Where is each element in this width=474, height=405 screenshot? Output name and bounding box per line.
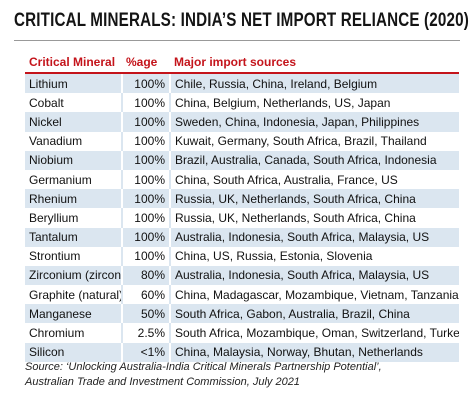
sources-cell: Russia, UK, Netherlands, South Africa, C…: [169, 189, 459, 209]
table-row: Manganese 50% South Africa, Gabon, Austral…: [25, 304, 459, 324]
sources-cell: Chile, Russia, China, Ireland, Belgium: [169, 73, 459, 94]
table: Critical Mineral %age Major import sourc…: [25, 52, 459, 362]
percentage-cell: 100%: [121, 112, 170, 132]
percentage-cell: 100%: [121, 169, 170, 190]
mineral-cell: Lithium: [25, 73, 122, 94]
percentage-cell: 100%: [121, 189, 170, 209]
mineral-cell: Silicon: [25, 342, 122, 362]
percentage-cell: 2.5%: [121, 323, 170, 343]
percentage-cell: 100%: [121, 150, 170, 170]
sources-cell: Australia, Indonesia, South Africa, Mala…: [169, 227, 459, 247]
table-row: Tantalum 100% Australia, Indonesia, South …: [25, 227, 459, 247]
sources-cell: China, Madagascar, Mozambique, Vietnam, …: [169, 285, 459, 305]
percentage-cell: 60%: [121, 285, 170, 305]
mineral-cell: Vanadium: [25, 131, 122, 151]
mineral-cell: Tantalum: [25, 227, 122, 247]
sources-cell: Russia, UK, Netherlands, South Africa, C…: [169, 208, 459, 228]
sources-cell: Kuwait, Germany, South Africa, Brazil, T…: [169, 131, 459, 151]
mineral-cell: Cobalt: [25, 93, 122, 113]
sources-cell: Brazil, Australia, Canada, South Africa,…: [169, 150, 459, 170]
table-row: Lithium 100% Chile, Russia, China, Ireland…: [25, 73, 459, 94]
mineral-cell: Niobium: [25, 150, 122, 170]
mineral-cell: Germanium: [25, 169, 122, 190]
percentage-cell: 80%: [121, 265, 170, 286]
mineral-cell: Graphite (natural): [25, 285, 122, 305]
sources-cell: South Africa, Gabon, Australia, Brazil, …: [169, 304, 459, 324]
table-row: Chromium 2.5% South Africa, Mozambique, Om…: [25, 323, 459, 343]
percentage-cell: 100%: [121, 131, 170, 151]
sources-cell: China, US, Russia, Estonia, Slovenia: [169, 246, 459, 266]
table-row: Niobium 100% Brazil, Australia, Canada, So…: [25, 150, 459, 170]
table-row: Strontium 100% China, US, Russia, Estonia,…: [25, 246, 459, 266]
mineral-cell: Manganese: [25, 304, 122, 324]
table-row: Zirconium (zircon) 80% Australia, Indonesi…: [25, 265, 459, 286]
sources-cell: Sweden, China, Indonesia, Japan, Philipp…: [169, 112, 459, 132]
table-row: Germanium 100% China, South Africa, Austra…: [25, 169, 459, 190]
percentage-cell: 100%: [121, 227, 170, 247]
percentage-cell: 100%: [121, 73, 170, 94]
sources-cell: China, Belgium, Netherlands, US, Japan: [169, 93, 459, 113]
table-header: Critical Mineral %age Major import sourc…: [25, 52, 459, 74]
header-cell: Major import sources: [170, 52, 459, 74]
header-cell: Critical Mineral: [25, 52, 122, 74]
percentage-cell: 100%: [121, 246, 170, 266]
sources-cell: Australia, Indonesia, South Africa, Mala…: [169, 265, 459, 286]
table-row: Vanadium 100% Kuwait, Germany, South Afric…: [25, 131, 459, 151]
mineral-cell: Strontium: [25, 246, 122, 266]
table-row: Rhenium 100% Russia, UK, Netherlands, Sout…: [25, 189, 459, 209]
percentage-cell: <1%: [121, 342, 170, 362]
title: CRITICAL MINERALS: INDIA’S NET IMPORT RE…: [14, 10, 469, 31]
mineral-cell: Beryllium: [25, 208, 122, 228]
table-row: Silicon <1% China, Malaysia, Norway, Bhuta…: [25, 342, 459, 362]
sources-cell: China, Malaysia, Norway, Bhutan, Netherl…: [169, 342, 459, 362]
mineral-cell: Zirconium (zircon): [25, 265, 122, 286]
header-cell: %age: [122, 52, 170, 74]
percentage-cell: 100%: [121, 93, 170, 113]
table-row: Graphite (natural) 60% China, Madagascar, …: [25, 285, 459, 305]
sources-cell: China, South Africa, Australia, France, …: [169, 169, 459, 190]
mineral-cell: Rhenium: [25, 189, 122, 209]
table-body: Lithium 100% Chile, Russia, China, Ireland…: [25, 73, 459, 362]
percentage-cell: 50%: [121, 304, 170, 324]
title-rule: [14, 40, 460, 41]
sources-cell: South Africa, Mozambique, Oman, Switzerl…: [169, 323, 459, 343]
table-row: Cobalt 100% China, Belgium, Netherlands, U…: [25, 93, 459, 113]
mineral-cell: Chromium: [25, 323, 122, 343]
header-row: Critical Mineral %age Major import sourc…: [25, 52, 459, 74]
percentage-cell: 100%: [121, 208, 170, 228]
source-note: Source: ‘Unlocking Australia-India Criti…: [25, 361, 382, 388]
mineral-cell: Nickel: [25, 112, 122, 132]
table-row: Nickel 100% Sweden, China, Indonesia, Japa…: [25, 112, 459, 132]
table-row: Beryllium 100% Russia, UK, Netherlands, So…: [25, 208, 459, 228]
